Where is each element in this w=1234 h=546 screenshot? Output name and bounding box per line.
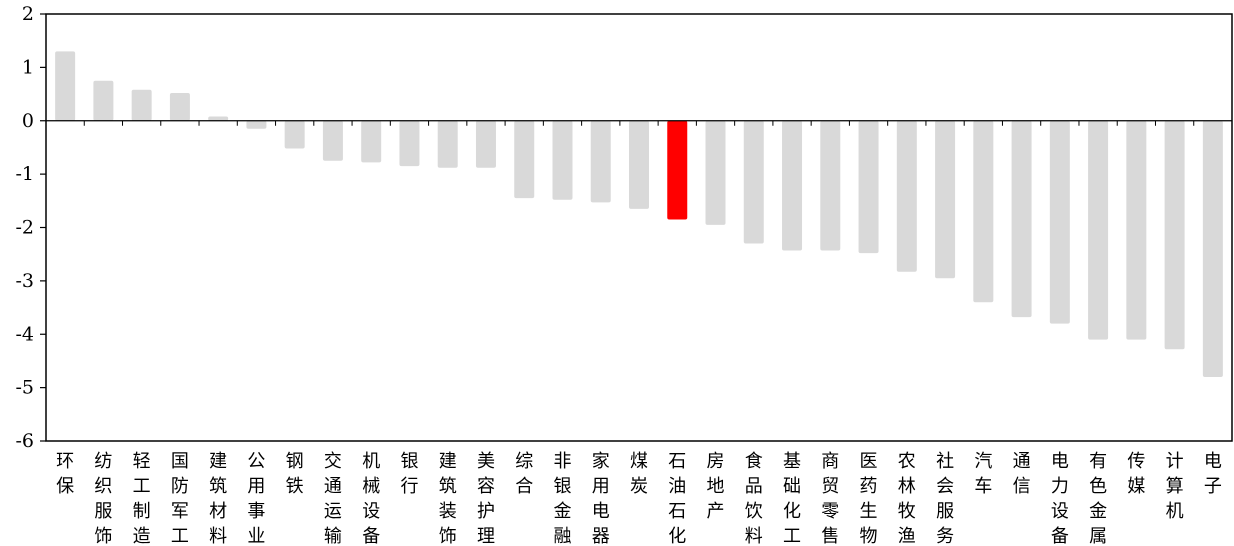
y-axis: 2 1 0 -1 -2 -3 -4 -5 -6 (15, 3, 46, 452)
category-label: 汽车 (974, 451, 992, 497)
category-label: 房地产 (707, 451, 725, 522)
bar-30 (1202, 120, 1223, 377)
category-label: 纺织服饰 (94, 451, 112, 546)
y-tick-label: -6 (15, 430, 34, 452)
bar-14 (590, 120, 611, 203)
y-tick-label: -1 (15, 163, 34, 185)
bar-29 (1164, 120, 1185, 350)
bar-26 (1049, 120, 1070, 324)
category-label: 石油石化 (668, 451, 686, 546)
bar-21 (858, 120, 879, 254)
bar-17 (705, 120, 726, 225)
bar-0 (55, 51, 76, 121)
y-tick-label: 1 (22, 56, 34, 78)
bar-10 (437, 120, 458, 168)
bar-4 (208, 116, 229, 121)
category-label: 环保 (56, 451, 74, 497)
bar-8 (361, 120, 382, 163)
bar-7 (322, 120, 343, 161)
category-label: 建筑材料 (209, 451, 227, 546)
category-label: 电力设备 (1051, 451, 1069, 546)
bar-1 (93, 80, 114, 121)
category-label: 国防军工 (171, 451, 189, 546)
bar-13 (552, 120, 573, 200)
category-label: 轻工制造 (133, 451, 151, 546)
bar-15 (629, 120, 649, 209)
bar-18 (743, 120, 764, 244)
y-tick-label: 0 (22, 110, 34, 132)
category-label: 交通运输 (324, 451, 342, 546)
bar-11 (475, 120, 496, 168)
x-axis-ticks (83, 120, 1195, 126)
category-label: 电子 (1204, 451, 1222, 497)
bar-20 (820, 120, 841, 251)
bar-12 (514, 120, 535, 199)
bar-24 (973, 120, 994, 303)
category-label: 食品饮料 (745, 451, 763, 546)
category-label: 公用事业 (247, 451, 265, 546)
y-tick-label: -5 (15, 377, 34, 399)
category-label: 机械设备 (362, 451, 380, 546)
bar-9 (399, 120, 420, 167)
y-tick-label: -4 (15, 323, 34, 345)
bar-22 (896, 120, 917, 272)
category-label: 家用电器 (592, 451, 610, 546)
category-label: 商贸零售 (821, 451, 839, 546)
category-label: 非银金融 (553, 451, 571, 546)
bar-25 (1011, 120, 1032, 318)
category-label: 传媒 (1127, 451, 1145, 497)
y-tick-label: 2 (22, 3, 34, 25)
bar-5 (246, 120, 267, 129)
bar-3 (169, 92, 190, 121)
bar-27 (1088, 120, 1109, 340)
category-label: 钢铁 (286, 451, 304, 497)
category-label: 煤炭 (630, 451, 648, 497)
x-axis-labels: 环保 纺织服饰 轻工制造 国防军工 建筑材料 公用事业 钢铁 交通运输 机械设备 银行 建筑装饰 美容… (56, 451, 1222, 546)
category-label: 美容护理 (477, 451, 495, 546)
bar-16 (667, 120, 688, 220)
category-label: 建筑装饰 (439, 451, 457, 546)
y-tick-label: -2 (15, 217, 34, 239)
bars (55, 51, 1223, 377)
category-label: 银行 (400, 451, 418, 497)
bar-28 (1126, 120, 1147, 340)
category-label: 通信 (1013, 451, 1031, 497)
bar-23 (935, 120, 956, 279)
category-label: 综合 (515, 451, 533, 497)
bar-6 (284, 120, 305, 149)
category-label: 农林牧渔 (898, 451, 916, 546)
bar-2 (131, 89, 152, 121)
category-label: 社会服务 (936, 451, 954, 546)
y-tick-label: -3 (15, 270, 34, 292)
category-label: 基础化工 (783, 451, 801, 546)
bar-19 (782, 120, 803, 251)
category-label: 医药生物 (860, 451, 878, 546)
category-label: 有色金属 (1089, 451, 1107, 546)
category-label: 计算机 (1166, 451, 1184, 522)
